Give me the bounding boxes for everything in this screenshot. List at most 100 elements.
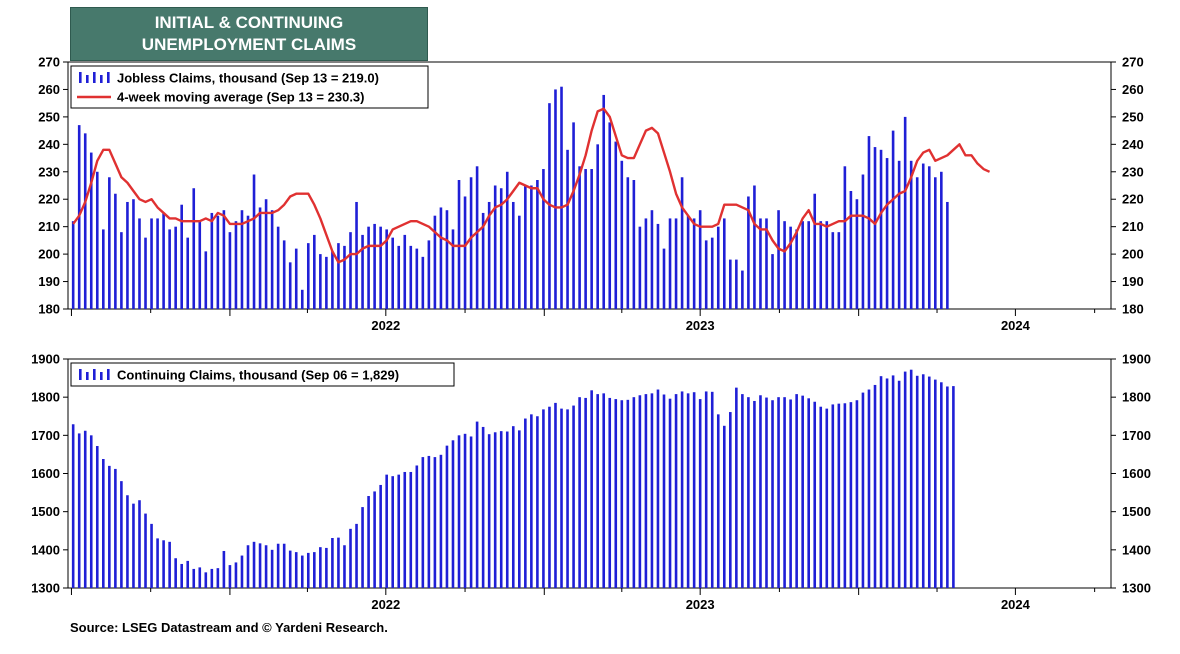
bar bbox=[114, 193, 117, 309]
y-tick-label-right: 200 bbox=[1122, 247, 1144, 262]
bar bbox=[819, 406, 823, 588]
legend-label: Continuing Claims, thousand (Sep 06 = 1,… bbox=[117, 368, 399, 383]
bar bbox=[463, 196, 467, 309]
bar bbox=[686, 215, 690, 309]
bar bbox=[361, 234, 364, 309]
bar bbox=[319, 547, 322, 588]
bar bbox=[620, 160, 624, 309]
y-tick-label-left: 1700 bbox=[31, 428, 60, 443]
bar bbox=[825, 408, 829, 588]
bar bbox=[95, 171, 99, 309]
bar bbox=[415, 465, 419, 588]
legend-swatch bbox=[79, 369, 110, 380]
bar bbox=[867, 136, 871, 309]
bar bbox=[536, 180, 539, 309]
bar bbox=[903, 116, 907, 309]
bar bbox=[150, 218, 153, 309]
bar bbox=[710, 391, 714, 588]
bar bbox=[144, 237, 147, 309]
bar bbox=[572, 405, 575, 588]
bar bbox=[180, 204, 183, 309]
bar bbox=[132, 503, 135, 588]
bar bbox=[306, 552, 310, 588]
bar bbox=[228, 565, 232, 588]
bar bbox=[584, 169, 587, 309]
bar bbox=[759, 395, 762, 588]
bar bbox=[952, 386, 955, 588]
bar bbox=[801, 221, 804, 309]
y-tick-label-right: 240 bbox=[1122, 137, 1144, 152]
bar bbox=[505, 171, 509, 309]
panel-2: 1300 1300 1400 1400 1500 1500 1600 1600 1700 1700… bbox=[31, 352, 1151, 613]
bar bbox=[903, 371, 907, 588]
bar bbox=[331, 251, 334, 309]
bar bbox=[656, 389, 660, 588]
bar bbox=[457, 180, 461, 309]
bar bbox=[897, 160, 901, 309]
bar bbox=[614, 141, 618, 309]
y-tick-label-left: 180 bbox=[38, 302, 60, 317]
bar bbox=[487, 201, 491, 309]
bar bbox=[692, 392, 696, 588]
bar bbox=[355, 523, 358, 588]
bar bbox=[710, 237, 714, 309]
bar bbox=[282, 543, 286, 588]
bar bbox=[927, 166, 931, 309]
bar bbox=[548, 406, 551, 588]
bar bbox=[909, 160, 913, 309]
bar bbox=[542, 169, 545, 309]
bar bbox=[518, 215, 521, 309]
bar bbox=[409, 245, 413, 309]
bar bbox=[747, 397, 750, 588]
y-tick-label-left: 210 bbox=[38, 219, 60, 234]
bar bbox=[114, 468, 117, 588]
bar bbox=[614, 399, 618, 588]
bar bbox=[855, 199, 859, 309]
bar bbox=[264, 199, 268, 309]
bar bbox=[885, 158, 889, 309]
bar bbox=[716, 414, 720, 588]
bar bbox=[198, 567, 202, 588]
bar bbox=[716, 226, 720, 309]
bar bbox=[300, 555, 304, 588]
legend-swatch-bar bbox=[86, 75, 89, 83]
bar bbox=[873, 384, 877, 588]
bar bbox=[379, 226, 382, 309]
bar bbox=[566, 409, 569, 588]
y-tick-label-left: 1800 bbox=[31, 390, 60, 405]
bar bbox=[849, 402, 853, 588]
bar bbox=[861, 174, 865, 309]
bar bbox=[397, 245, 401, 309]
legend-swatch-bar bbox=[107, 369, 110, 380]
bar bbox=[638, 226, 642, 309]
bar bbox=[234, 562, 238, 588]
bar bbox=[270, 210, 274, 309]
legend-swatch-bar bbox=[107, 72, 110, 83]
y-tick-label-right: 220 bbox=[1122, 192, 1144, 207]
bar bbox=[813, 401, 817, 588]
bar bbox=[168, 229, 171, 309]
bar bbox=[475, 166, 479, 309]
bar bbox=[511, 426, 515, 588]
bar bbox=[258, 543, 262, 588]
bar bbox=[276, 226, 280, 309]
x-tick-label: 2022 bbox=[371, 597, 400, 612]
chart-title-line-2: UNEMPLOYMENT CLAIMS bbox=[141, 35, 357, 54]
bar bbox=[542, 409, 545, 588]
bar bbox=[469, 436, 473, 588]
bar bbox=[403, 234, 407, 309]
bar bbox=[940, 171, 943, 309]
bar bbox=[831, 404, 835, 588]
bar bbox=[662, 394, 666, 588]
bar bbox=[692, 218, 696, 309]
bar bbox=[759, 218, 762, 309]
bar bbox=[656, 223, 660, 309]
bar bbox=[174, 558, 177, 588]
bar bbox=[421, 256, 425, 309]
bar bbox=[294, 248, 298, 309]
bar bbox=[855, 400, 859, 588]
bar bbox=[288, 550, 292, 588]
bar bbox=[946, 201, 949, 309]
bar bbox=[698, 210, 702, 309]
bar bbox=[270, 549, 274, 588]
